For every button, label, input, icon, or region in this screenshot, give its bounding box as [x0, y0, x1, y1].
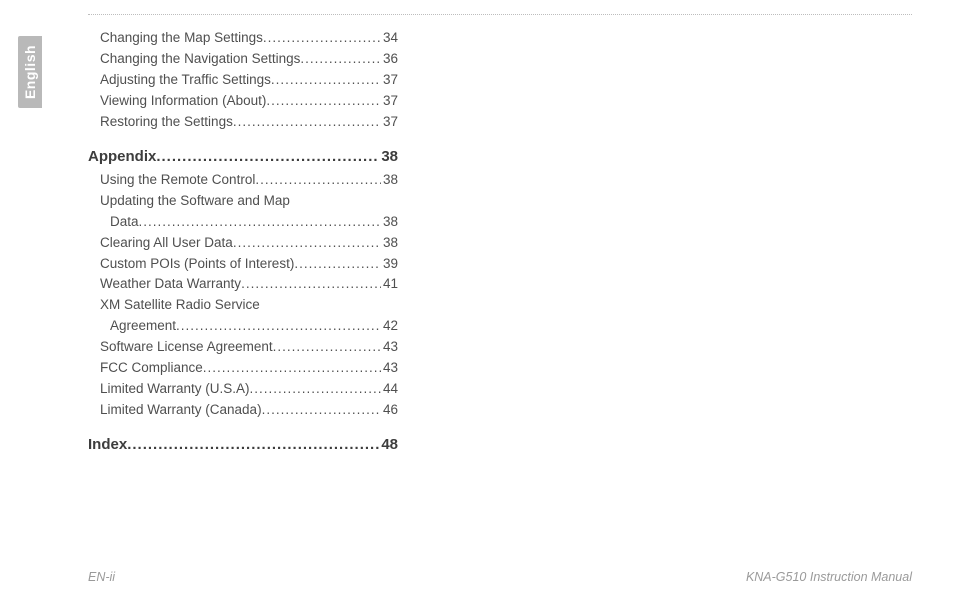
toc-item-page: 42 [381, 316, 398, 337]
toc-item-page: 37 [381, 70, 398, 91]
toc-item-page: 43 [381, 358, 398, 379]
toc-item: Software License Agreement 43 [88, 337, 398, 358]
toc-leader-dots [266, 91, 381, 112]
toc-leader-dots [241, 274, 381, 295]
toc-item-page: 36 [381, 49, 398, 70]
toc-item: Custom POIs (Points of Interest) 39 [88, 254, 398, 275]
toc-section-page: 48 [379, 433, 398, 456]
table-of-contents: Changing the Map Settings 34 Changing th… [88, 28, 398, 458]
toc-item-page: 37 [381, 91, 398, 112]
toc-item-label: Agreement [110, 316, 176, 337]
toc-section-title: Appendix [88, 145, 156, 168]
toc-leader-dots [156, 145, 379, 168]
toc-leader-dots [176, 316, 381, 337]
toc-item-page: 41 [381, 274, 398, 295]
footer-manual-title: KNA-G510 Instruction Manual [746, 570, 912, 584]
toc-item: Viewing Information (About) 37 [88, 91, 398, 112]
toc-item-label: FCC Compliance [100, 358, 203, 379]
toc-item: XM Satellite Radio Service [88, 295, 398, 316]
toc-leader-dots [271, 70, 381, 91]
toc-item-label: Updating the Software and Map [100, 191, 290, 212]
toc-item: Limited Warranty (U.S.A) 44 [88, 379, 398, 400]
toc-item-continuation: Data 38 [88, 212, 398, 233]
toc-item-page: 38 [381, 233, 398, 254]
toc-item-label: Viewing Information (About) [100, 91, 266, 112]
toc-item: Clearing All User Data 38 [88, 233, 398, 254]
toc-item-label: Adjusting the Traffic Settings [100, 70, 271, 91]
toc-item-label: Limited Warranty (Canada) [100, 400, 262, 421]
toc-item-label: Limited Warranty (U.S.A) [100, 379, 250, 400]
toc-item-page: 44 [381, 379, 398, 400]
toc-item-label: Data [110, 212, 139, 233]
toc-item: Changing the Map Settings 34 [88, 28, 398, 49]
toc-leader-dots [263, 28, 381, 49]
toc-section-page: 38 [379, 145, 398, 168]
toc-leader-dots [233, 112, 381, 133]
toc-leader-dots [139, 212, 381, 233]
toc-item: Restoring the Settings 37 [88, 112, 398, 133]
toc-item-label: XM Satellite Radio Service [100, 295, 260, 316]
toc-leader-dots [203, 358, 381, 379]
toc-item-label: Changing the Navigation Settings [100, 49, 300, 70]
toc-item-page: 38 [381, 212, 398, 233]
toc-item-label: Weather Data Warranty [100, 274, 241, 295]
page: English Changing the Map Settings 34 Cha… [0, 0, 954, 608]
toc-item-label: Changing the Map Settings [100, 28, 263, 49]
toc-item-page: 38 [381, 170, 398, 191]
toc-item-continuation: Agreement 42 [88, 316, 398, 337]
toc-item-page: 46 [381, 400, 398, 421]
toc-leader-dots [250, 379, 381, 400]
toc-item: FCC Compliance 43 [88, 358, 398, 379]
toc-leader-dots [262, 400, 381, 421]
top-rule [88, 14, 912, 15]
toc-leader-dots [273, 337, 381, 358]
toc-leader-dots [233, 233, 381, 254]
toc-leader-dots [127, 433, 379, 456]
toc-item-label: Clearing All User Data [100, 233, 233, 254]
toc-item: Adjusting the Traffic Settings 37 [88, 70, 398, 91]
toc-leader-dots [294, 254, 381, 275]
page-footer: EN-ii KNA-G510 Instruction Manual [88, 570, 912, 584]
language-tab: English [18, 36, 42, 108]
toc-item-label: Using the Remote Control [100, 170, 255, 191]
language-tab-label: English [22, 45, 38, 99]
toc-item-page: 37 [381, 112, 398, 133]
toc-section-index: Index 48 [88, 433, 398, 456]
toc-item-label: Custom POIs (Points of Interest) [100, 254, 294, 275]
footer-page-number: EN-ii [88, 570, 115, 584]
toc-item-label: Software License Agreement [100, 337, 273, 358]
toc-item-page: 39 [381, 254, 398, 275]
toc-leader-dots [255, 170, 381, 191]
toc-item: Changing the Navigation Settings 36 [88, 49, 398, 70]
toc-item-page: 43 [381, 337, 398, 358]
toc-item: Using the Remote Control 38 [88, 170, 398, 191]
toc-item: Limited Warranty (Canada) 46 [88, 400, 398, 421]
toc-item: Weather Data Warranty 41 [88, 274, 398, 295]
toc-section-title: Index [88, 433, 127, 456]
toc-leader-dots [300, 49, 381, 70]
toc-section-appendix: Appendix 38 [88, 145, 398, 168]
toc-item-page: 34 [381, 28, 398, 49]
toc-item: Updating the Software and Map [88, 191, 398, 212]
toc-item-label: Restoring the Settings [100, 112, 233, 133]
